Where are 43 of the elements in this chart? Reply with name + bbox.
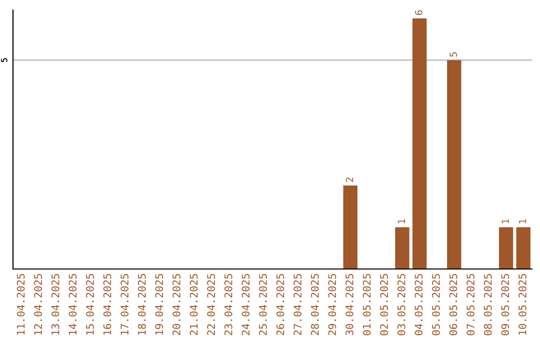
bar bbox=[498, 227, 514, 269]
x-tick-label: 04.05.2025 bbox=[414, 274, 423, 336]
ref-line-label: 5 bbox=[1, 58, 8, 62]
bar bbox=[343, 185, 358, 269]
bar bbox=[412, 18, 427, 269]
x-tick-label: 27.04.2025 bbox=[294, 274, 302, 336]
x-tick-label: 19.04.2025 bbox=[155, 274, 164, 335]
x-tick-label: 22.04.2025 bbox=[207, 274, 215, 336]
data-label: 1 bbox=[398, 219, 405, 224]
x-tick-label: 05.05.2025 bbox=[432, 274, 440, 336]
x-tick-label: 24.04.2025 bbox=[242, 274, 250, 336]
data-label: 1 bbox=[502, 219, 509, 224]
x-tick-label: 13.04.2025 bbox=[51, 274, 60, 335]
bar bbox=[516, 227, 530, 269]
x-tick-label: 02.05.2025 bbox=[380, 274, 388, 336]
x-tick-label: 07.05.2025 bbox=[466, 274, 474, 336]
x-tick-label: 01.05.2025 bbox=[362, 274, 371, 336]
x-tick-label: 29.04.2025 bbox=[328, 274, 336, 336]
x-tick-label: 08.05.2025 bbox=[484, 274, 492, 336]
x-tick-label: 15.04.2025 bbox=[86, 274, 94, 335]
x-tick-label: 25.04.2025 bbox=[259, 274, 267, 336]
bar bbox=[447, 60, 462, 269]
x-tick-label: 14.04.2025 bbox=[68, 274, 77, 335]
x-tick-label: 16.04.2025 bbox=[103, 274, 112, 335]
x-tick-label: 12.04.2025 bbox=[34, 274, 42, 335]
x-tick-label: 11.04.2025 bbox=[16, 274, 25, 335]
bar bbox=[395, 227, 410, 269]
x-tick-label: 17.04.2025 bbox=[120, 274, 128, 335]
x-tick-label: 03.05.2025 bbox=[397, 274, 406, 336]
x-tick-label: 28.04.2025 bbox=[310, 274, 319, 336]
x-tick-label: 26.04.2025 bbox=[276, 274, 284, 336]
data-label: 5 bbox=[450, 52, 457, 57]
x-tick-label: 30.04.2025 bbox=[346, 274, 354, 336]
x-tick-label: 06.05.2025 bbox=[449, 274, 458, 336]
x-tick-label: 21.04.2025 bbox=[190, 274, 198, 336]
data-label: 2 bbox=[346, 178, 354, 182]
x-tick-label: 10.05.2025 bbox=[518, 274, 526, 335]
x-tick-label: 23.04.2025 bbox=[224, 274, 232, 336]
x-tick-label: 09.05.2025 bbox=[501, 274, 510, 336]
x-tick-label: 20.04.2025 bbox=[172, 274, 180, 336]
data-label: 6 bbox=[415, 10, 422, 15]
x-tick-label: 18.04.2025 bbox=[138, 274, 146, 335]
data-label: 1 bbox=[518, 219, 526, 224]
